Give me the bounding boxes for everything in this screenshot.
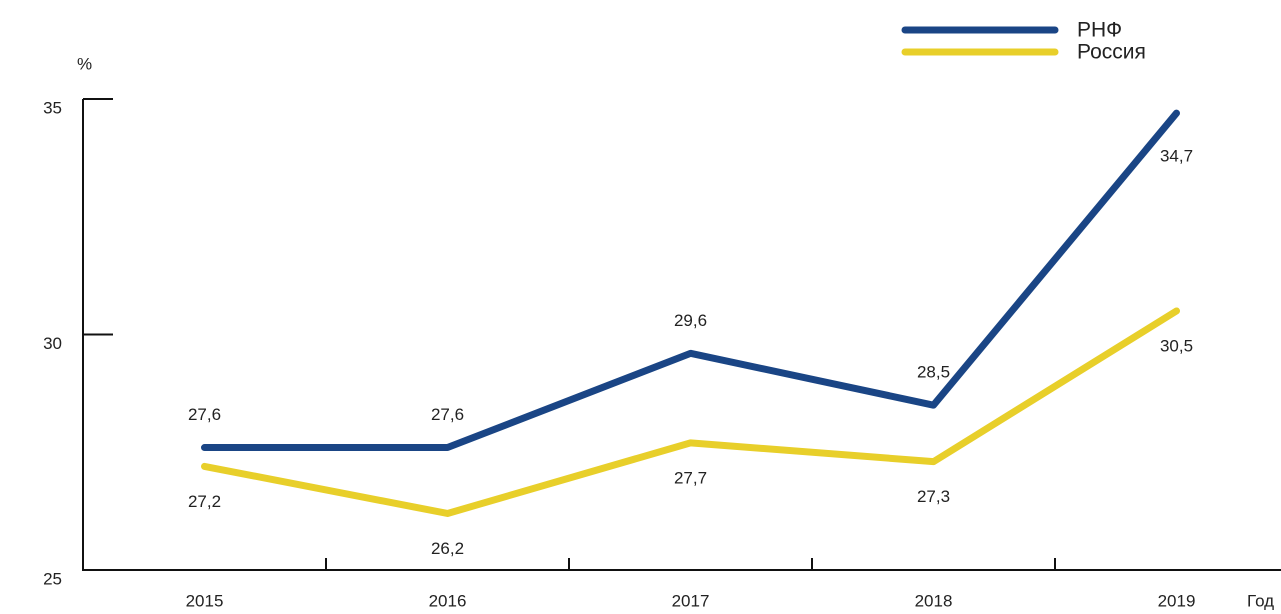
data-label: 27,7 [674,468,707,487]
legend-label: РНФ [1077,19,1122,42]
data-label: 29,6 [674,311,707,330]
x-tick-label: 2019 [1158,591,1196,610]
data-label: 27,2 [188,492,221,511]
data-label: 27,3 [917,487,950,506]
y-tick-label: 30 [43,334,62,353]
y-axis-label: % [77,54,92,73]
legend-label: Россия [1077,41,1146,64]
x-axis-label: Год [1247,591,1274,610]
series-line [201,109,1180,452]
y-tick-label: 25 [43,569,62,588]
data-label: 28,5 [917,363,950,382]
data-label: 34,7 [1160,147,1193,166]
data-label: 27,6 [188,405,221,424]
y-tick-label: 35 [43,98,62,117]
data-label: 30,5 [1160,336,1193,355]
x-tick-label: 2017 [672,591,710,610]
data-label: 27,6 [431,405,464,424]
x-tick-label: 2015 [186,591,224,610]
x-tick-label: 2018 [915,591,953,610]
series-line [201,307,1180,517]
data-label: 26,2 [431,539,464,558]
x-tick-label: 2016 [429,591,467,610]
